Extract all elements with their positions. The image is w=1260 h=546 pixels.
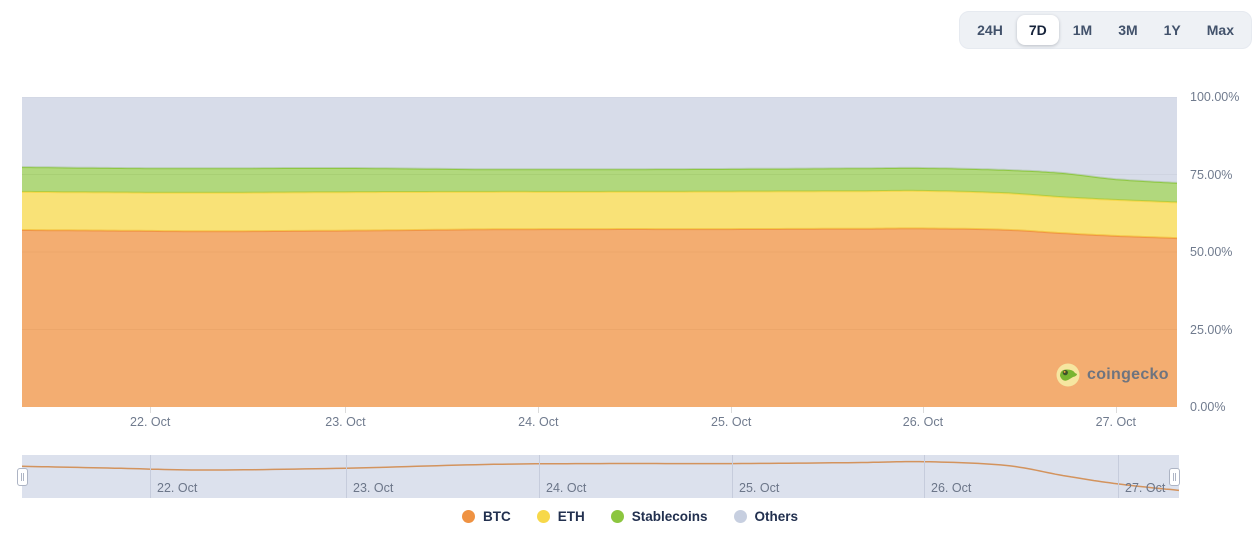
legend-label: ETH (557, 509, 585, 524)
navigator-gridline (539, 455, 540, 498)
area-others[interactable] (22, 97, 1177, 183)
range-button-7d[interactable]: 7D (1016, 15, 1059, 45)
y-axis-label: 50.00% (1190, 245, 1233, 259)
legend-dot-eth (536, 510, 550, 523)
navigator-gridline (150, 455, 151, 498)
navigator-gridline (924, 455, 925, 498)
y-axis-label: 25.00% (1190, 322, 1233, 337)
legend-item-btc[interactable]: BTC (461, 509, 511, 524)
navigator-date-label: 23. Oct (353, 481, 394, 495)
y-axis-label: 0.00% (1190, 400, 1226, 414)
legend-label: BTC (482, 509, 511, 524)
x-axis-tick (922, 407, 924, 413)
legend-item-others[interactable]: Others (733, 509, 799, 524)
navigator-date-label: 26. Oct (931, 481, 972, 495)
range-button-1m[interactable]: 1M (1061, 15, 1104, 45)
stacked-area-chart[interactable] (22, 96, 1178, 407)
legend-item-stablecoins[interactable]: Stablecoins (610, 509, 708, 524)
legend-label: Others (754, 509, 799, 524)
range-button-max[interactable]: Max (1195, 15, 1246, 45)
x-axis-tick (731, 407, 733, 413)
navigator-gridline (732, 455, 733, 498)
range-button-3m[interactable]: 3M (1106, 15, 1149, 45)
y-axis-label: 100.00% (1190, 90, 1240, 104)
area-eth[interactable] (22, 190, 1177, 239)
area-btc[interactable] (22, 228, 1177, 407)
coingecko-watermark: coingecko (1056, 363, 1169, 387)
navigator-date-label: 27. Oct (1125, 481, 1166, 495)
x-axis-tick (345, 407, 347, 413)
navigator-gridline (346, 455, 347, 498)
x-axis-label: 24. Oct (518, 415, 559, 429)
x-axis-label: 23. Oct (325, 415, 366, 429)
area-stablecoins[interactable] (22, 167, 1177, 203)
legend-dot-stablecoins (610, 510, 624, 523)
legend-dot-others (733, 510, 747, 523)
navigator-date-label: 24. Oct (546, 481, 587, 495)
x-axis-tick (538, 407, 540, 413)
time-range-selector: 24H 7D 1M 3M 1Y Max (959, 11, 1252, 49)
chart-canvas[interactable] (22, 96, 1178, 407)
range-button-24h[interactable]: 24H (965, 15, 1015, 45)
legend-dot-btc (461, 510, 475, 523)
x-axis-label: 27. Oct (1095, 415, 1136, 429)
navigator-date-label: 22. Oct (157, 481, 198, 495)
y-axis-label: 75.00% (1190, 167, 1233, 182)
x-axis-label: 26. Oct (902, 415, 944, 429)
legend-item-eth[interactable]: ETH (536, 509, 585, 524)
x-axis-tick (1115, 407, 1117, 413)
legend-label: Stablecoins (631, 509, 708, 524)
x-axis-label: 25. Oct (711, 415, 752, 429)
x-axis-label: 22. Oct (130, 415, 171, 429)
watermark-text: coingecko (1087, 366, 1169, 383)
navigator-gridline (1118, 455, 1119, 498)
range-navigator[interactable]: 22. Oct 23. Oct 24. Oct 25. Oct 26. Oct 27. O… (17, 455, 1180, 498)
x-axis-tick (150, 407, 152, 413)
navigator-date-label: 25. Oct (739, 481, 780, 495)
coingecko-gecko-icon (1056, 363, 1080, 387)
navigator-right-handle[interactable] (1169, 467, 1180, 486)
navigator-left-handle[interactable] (17, 467, 28, 486)
range-button-1y[interactable]: 1Y (1152, 15, 1193, 45)
chart-legend: BTC ETH Stablecoins Others (0, 509, 1260, 524)
